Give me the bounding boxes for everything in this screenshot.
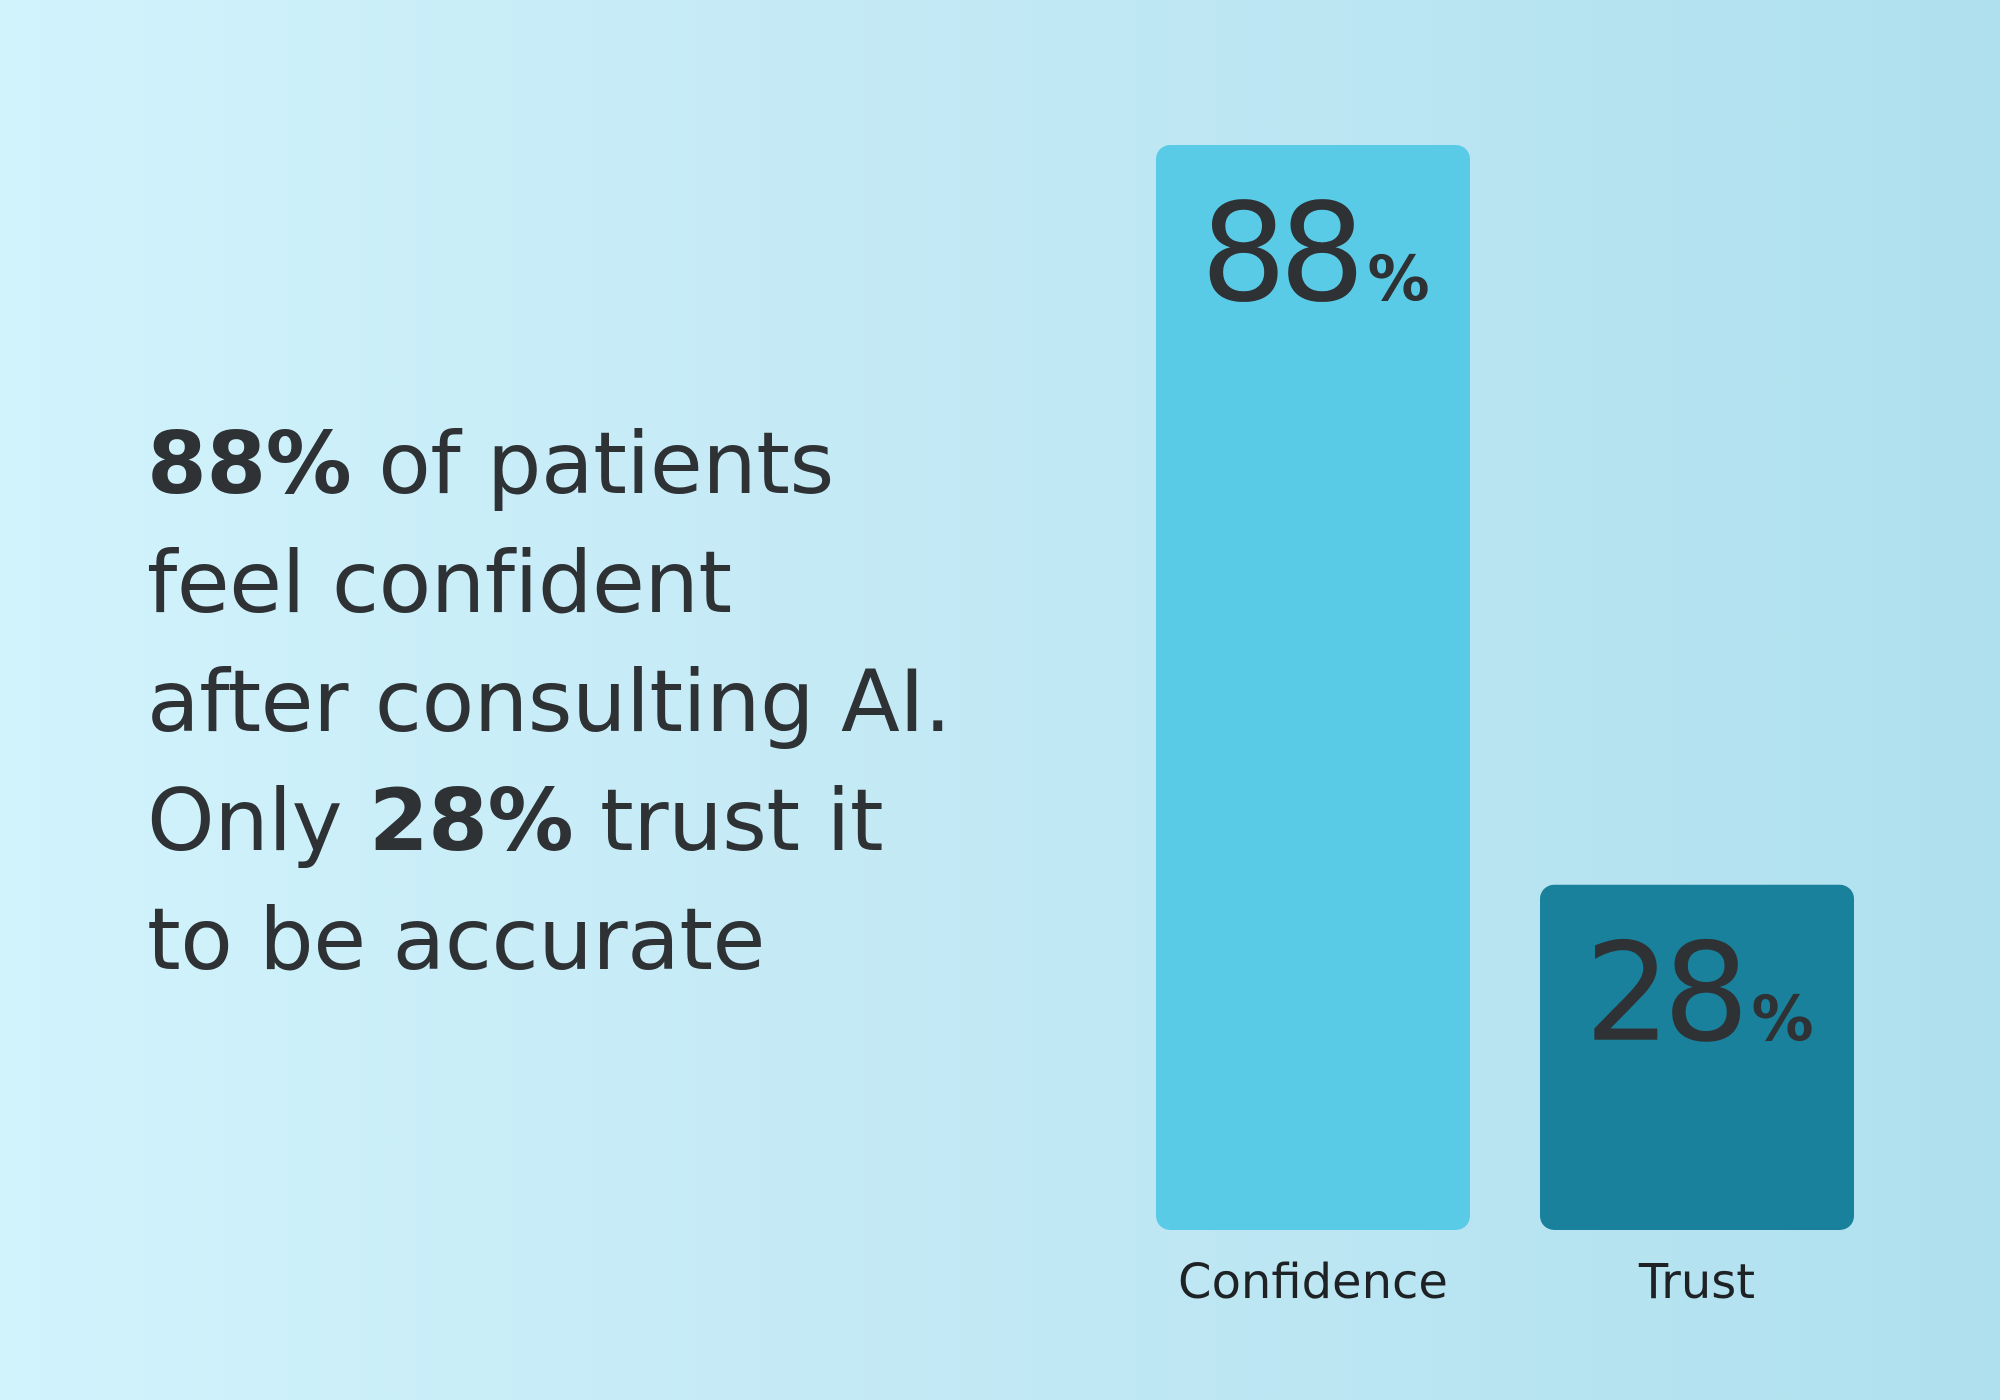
category-label-confidence: Confidence — [1178, 1254, 1448, 1310]
bar-value-label-trust: 28% — [1584, 915, 1813, 1073]
headline-line-3: after consulting AI. — [147, 652, 951, 752]
bar-confidence — [1156, 145, 1470, 1230]
bar-trust — [1540, 884, 1854, 1230]
headline-stat-trust: 28% — [368, 771, 574, 871]
headline-line-4-rest: trust it — [573, 771, 884, 871]
category-label-trust: Trust — [1638, 1254, 1755, 1310]
headline-line-5: to be accurate — [147, 890, 765, 990]
bar-value-label-confidence: 88% — [1200, 175, 1429, 333]
headline-line-4: Only 28% trust it — [147, 771, 884, 871]
headline-line-1: 88% of patients — [147, 414, 834, 514]
headline-line-2: feel confident — [147, 533, 732, 633]
headline-line-4-start: Only — [147, 771, 369, 871]
headline-line-1-rest: of patients — [351, 414, 834, 514]
headline-stat-confidence: 88% — [147, 414, 352, 514]
headline: 88% of patients feel confident after con… — [147, 405, 1047, 1000]
